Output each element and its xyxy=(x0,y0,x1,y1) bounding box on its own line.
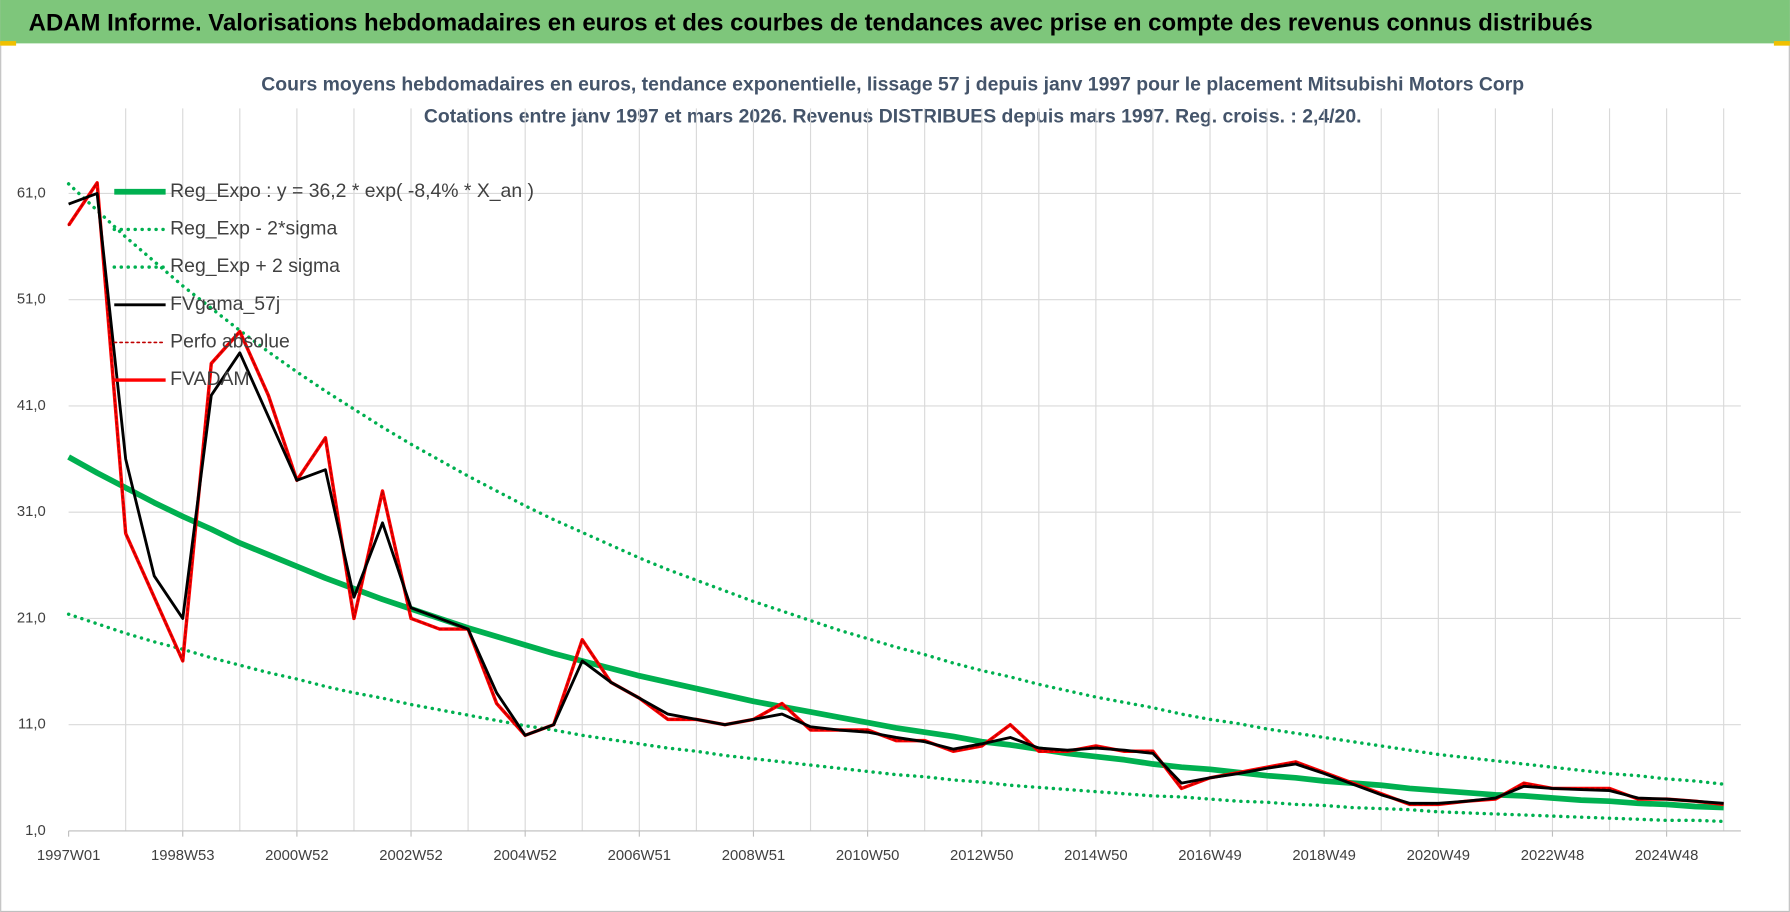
legend-label: FVgama_57j xyxy=(170,293,280,315)
legend-label: Reg_Expo : y = 36,2 * exp( -8,4% * X_an … xyxy=(170,180,534,202)
x-tick-label: 2006W51 xyxy=(608,848,671,864)
y-tick-label: 51,0 xyxy=(17,292,46,308)
corner-mark xyxy=(0,41,17,46)
x-tick-label: 2014W50 xyxy=(1064,848,1127,864)
chart-title: Cours moyens hebdomadaires en euros, ten… xyxy=(261,74,1524,96)
legend-label: FVADAM xyxy=(170,368,249,390)
y-tick-label: 61,0 xyxy=(17,185,46,201)
x-tick-label: 2012W50 xyxy=(950,848,1013,864)
x-tick-label: 1997W01 xyxy=(37,848,100,864)
series-line xyxy=(66,612,1726,824)
corner-mark xyxy=(1773,41,1790,46)
y-tick-label: 1,0 xyxy=(25,823,46,839)
x-tick-label: 2024W48 xyxy=(1635,848,1698,864)
x-tick-label: 2020W49 xyxy=(1407,848,1470,864)
y-tick-label: 31,0 xyxy=(17,504,46,520)
x-tick-label: 2004W52 xyxy=(493,848,556,864)
series-line xyxy=(67,454,1724,811)
y-tick-label: 11,0 xyxy=(18,717,46,733)
x-tick-label: 2008W51 xyxy=(722,848,785,864)
grid: 1,0 11,0 21,0 31,0 41,0 51,0 61,0 1997W01 1998W5… xyxy=(17,108,1741,864)
x-tick-label: 2018W49 xyxy=(1292,848,1355,864)
legend: Reg_Expo : y = 36,2 * exp( -8,4% * X_an … xyxy=(112,180,534,390)
header-title: ADAM Informe. Valorisations hebdomadaire… xyxy=(29,9,1593,36)
legend-label: Reg_Exp - 2*sigma xyxy=(170,218,337,240)
x-tick-label: 2022W48 xyxy=(1521,848,1584,864)
chart-subtitle: Cotations entre janv 1997 et mars 2026. … xyxy=(424,106,1362,128)
y-tick-label: 21,0 xyxy=(17,610,46,626)
x-tick-label: 1998W53 xyxy=(151,848,214,864)
x-tick-label: 2002W52 xyxy=(379,848,442,864)
y-tick-label: 41,0 xyxy=(17,398,46,414)
x-tick-label: 2000W52 xyxy=(265,848,328,864)
legend-label: Reg_Exp + 2 sigma xyxy=(170,255,340,277)
x-tick-label: 2010W50 xyxy=(836,848,899,864)
x-tick-label: 2016W49 xyxy=(1178,848,1241,864)
plot xyxy=(66,181,1726,824)
header-bar xyxy=(0,0,1790,44)
series-line xyxy=(68,192,1724,805)
legend-label: Perfo absolue xyxy=(170,331,290,353)
